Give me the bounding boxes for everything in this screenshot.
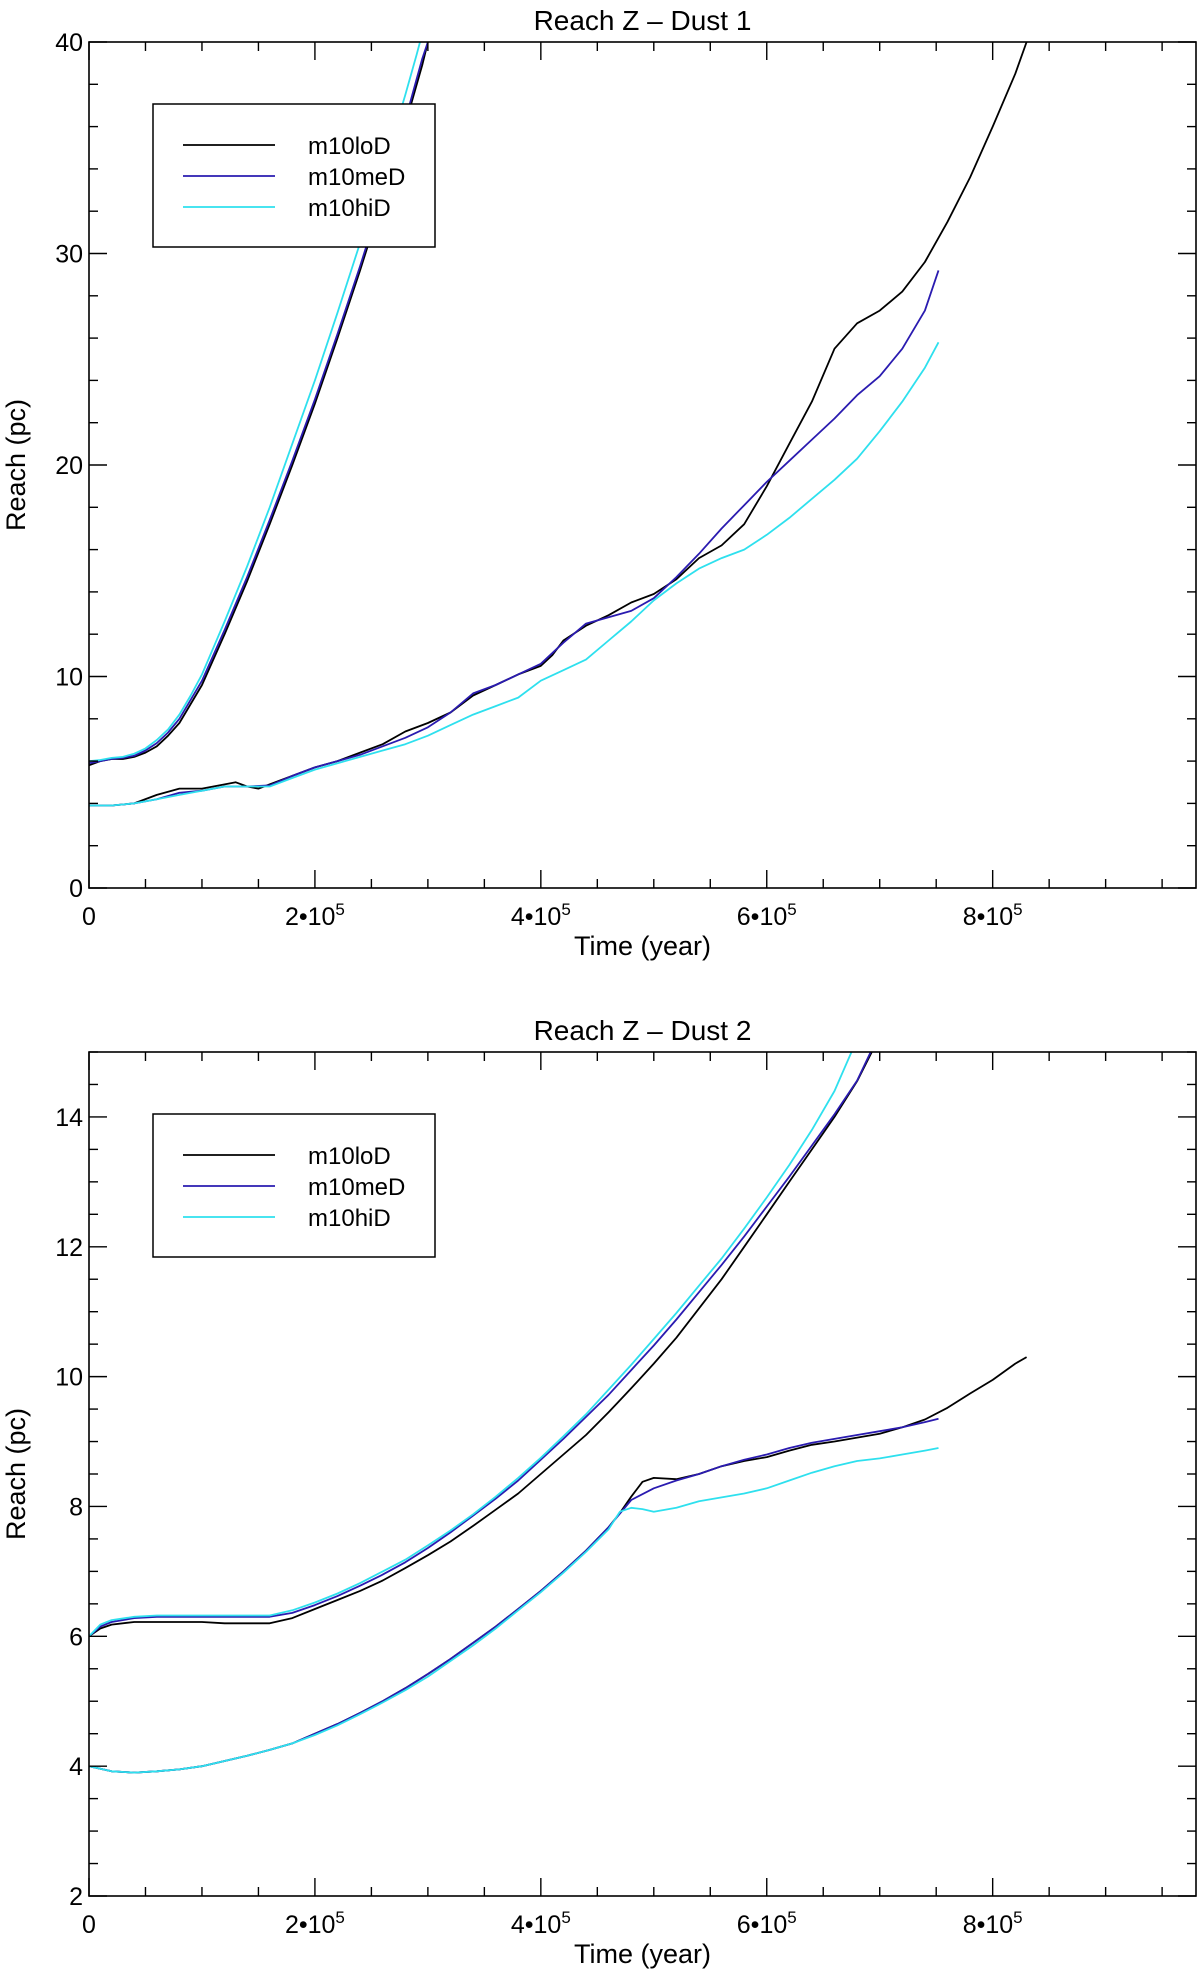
x-tick-exponent: 5 — [787, 1908, 796, 1927]
x-tick-mantissa: 0 — [82, 1911, 96, 1939]
x-tick-mantissa: 2•10 — [285, 1911, 335, 1939]
legend-label-m10hiD: m10hiD — [308, 195, 391, 222]
series-line-m10hiD-lower — [89, 341, 940, 807]
legend: m10loD m10meD m10hiD — [152, 1113, 436, 1258]
y-tick-label: 20 — [55, 452, 83, 480]
x-tick-label: 4•105 — [511, 1908, 571, 1939]
x-axis-label: Time (year) — [574, 1939, 711, 1969]
x-tick-mantissa: 2•10 — [285, 903, 335, 931]
y-tick-label: 6 — [69, 1623, 83, 1651]
x-axis-label: Time (year) — [574, 931, 711, 961]
y-tick-label: 10 — [55, 664, 83, 692]
y-tick-label: 4 — [69, 1753, 83, 1781]
x-tick-label: 4•105 — [511, 900, 571, 931]
legend-label-m10loD: m10loD — [308, 1143, 391, 1170]
x-tick-exponent: 5 — [787, 900, 796, 919]
y-tick-label: 40 — [55, 29, 83, 57]
y-tick-label: 12 — [55, 1234, 83, 1262]
x-tick-label: 8•105 — [963, 900, 1023, 931]
x-tick-mantissa: 6•10 — [737, 903, 787, 931]
y-tick-label: 30 — [55, 241, 83, 269]
y-tick-label: 2 — [69, 1883, 83, 1911]
chart-title: Reach Z – Dust 1 — [534, 5, 752, 36]
y-tick-label: 10 — [55, 1364, 83, 1392]
y-axis-label: Reach (pc) — [1, 1408, 31, 1540]
y-axis-label: Reach (pc) — [1, 399, 31, 531]
x-tick-label: 2•105 — [285, 1908, 345, 1939]
series-line-m10hiD-lower — [89, 1447, 939, 1774]
series-line-m10loD-lower — [89, 42, 1028, 807]
tick-marks — [88, 41, 1196, 889]
x-tick-mantissa: 8•10 — [963, 1911, 1013, 1939]
x-tick-exponent: 5 — [1013, 1908, 1022, 1927]
series-line-m10loD-lower — [89, 1356, 1028, 1774]
x-tick-exponent: 5 — [335, 900, 344, 919]
series-line-m10hiD-upper — [89, 1052, 853, 1637]
x-tick-exponent: 5 — [335, 1908, 344, 1927]
x-tick-label: 0 — [82, 903, 96, 931]
series-line-m10meD-upper — [89, 1052, 872, 1637]
x-tick-exponent: 5 — [561, 1908, 570, 1927]
y-tick-label: 14 — [55, 1104, 83, 1132]
x-tick-exponent: 5 — [1013, 900, 1022, 919]
y-tick-label: 0 — [69, 875, 83, 903]
series-line-m10loD-upper — [89, 1052, 873, 1638]
series-group — [89, 42, 1028, 807]
chart-dust-2: Reach Z – Dust 20 2•105 4•105 6•105 8•105246… — [1, 1015, 1197, 1969]
series-line-m10meD-lower — [89, 1417, 939, 1774]
x-tick-mantissa: 4•10 — [511, 1911, 561, 1939]
y-tick-label: 8 — [69, 1493, 83, 1521]
x-tick-label: 8•105 — [963, 1908, 1023, 1939]
x-tick-label: 6•105 — [737, 900, 797, 931]
series-line-m10meD-lower — [89, 270, 940, 807]
series-group — [89, 1052, 1028, 1774]
x-tick-mantissa: 0 — [82, 903, 96, 931]
x-tick-mantissa: 8•10 — [963, 903, 1013, 931]
x-tick-label: 2•105 — [285, 900, 345, 931]
x-tick-mantissa: 6•10 — [737, 1911, 787, 1939]
legend-label-m10hiD: m10hiD — [308, 1205, 391, 1232]
x-tick-exponent: 5 — [561, 900, 570, 919]
legend-label-m10meD: m10meD — [308, 164, 405, 191]
x-tick-label: 0 — [82, 1911, 96, 1939]
x-tick-label: 6•105 — [737, 1908, 797, 1939]
legend-label-m10loD: m10loD — [308, 133, 391, 160]
legend-label-m10meD: m10meD — [308, 1174, 405, 1201]
chart-title: Reach Z – Dust 2 — [534, 1015, 752, 1046]
legend: m10loD m10meD m10hiD — [152, 103, 436, 248]
x-tick-mantissa: 4•10 — [511, 903, 561, 931]
tick-marks — [88, 1051, 1196, 1897]
chart-dust-1: Reach Z – Dust 10 2•105 4•105 6•105 8•105010… — [1, 5, 1197, 961]
